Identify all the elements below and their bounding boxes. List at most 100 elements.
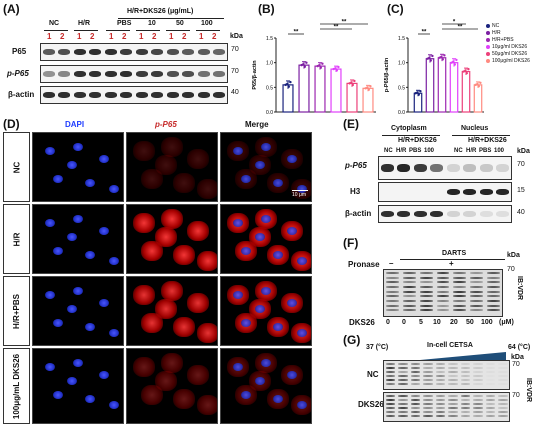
smear-band — [386, 300, 399, 302]
panel-a-group-pbs: PBS — [117, 20, 131, 27]
smear-band — [398, 407, 408, 409]
cell-nucleus — [85, 179, 95, 187]
blot-band — [397, 211, 410, 217]
blot-band — [213, 92, 225, 98]
smear-band — [436, 395, 446, 397]
cell-cytoplasm — [133, 213, 155, 233]
cell-nucleus — [53, 391, 63, 399]
panel-d-scalebar: 10 μm — [292, 190, 308, 198]
smear-band — [473, 407, 483, 409]
smear-band — [498, 407, 508, 409]
data-point — [369, 85, 371, 87]
cell-nucleus — [233, 363, 243, 371]
smear-band — [436, 411, 446, 413]
smear-band — [420, 286, 433, 288]
cell-nucleus — [99, 299, 109, 307]
panel-d-row-hr: H/R — [3, 204, 30, 274]
smear-band — [398, 363, 408, 365]
smear-band — [411, 411, 421, 413]
smear-band — [420, 272, 433, 274]
data-point — [476, 83, 478, 85]
cell-nucleus — [297, 401, 307, 409]
micrograph-tile — [220, 276, 312, 346]
smear-band — [498, 399, 508, 401]
blot-band — [136, 49, 148, 55]
blot-band — [105, 71, 117, 77]
smear-band — [437, 300, 450, 302]
panel-g-blot-nc — [383, 360, 510, 390]
cell-cytoplasm — [161, 353, 183, 373]
blot-band — [74, 92, 86, 98]
smear-band — [386, 291, 399, 293]
panel-f-pronase-label: Pronase — [348, 260, 380, 269]
legend-item-10: 10μg/ml DKS26 — [486, 43, 550, 50]
y-tick-label: 0.0 — [398, 110, 405, 116]
blot-band — [430, 164, 443, 172]
data-point — [443, 54, 445, 56]
cell-nucleus — [45, 291, 55, 299]
smear-band — [386, 286, 399, 288]
blot-band — [136, 92, 148, 98]
panel-g-ib: IB:VDR — [525, 378, 532, 402]
bar — [426, 59, 433, 112]
panel-d-col-pp65: p-P65 — [155, 120, 177, 129]
bar — [438, 58, 445, 112]
panel-c-legend: NC H/R H/R+PBS 10μg/ml DKS26 50μg/ml DKS… — [486, 22, 550, 64]
smear-band — [486, 363, 496, 365]
blot-band — [167, 92, 179, 98]
panel-g-temp-high: 64 (°C) — [508, 344, 530, 351]
blot-band — [496, 211, 509, 217]
blot-band — [463, 164, 476, 172]
data-point — [350, 81, 352, 83]
smear-band — [453, 300, 466, 302]
smear-band — [498, 403, 508, 405]
cell-nucleus — [67, 305, 77, 313]
blot-band — [74, 49, 86, 55]
data-point — [305, 62, 307, 64]
smear-band — [461, 367, 471, 369]
smear-band — [498, 375, 508, 377]
smear-band — [486, 411, 496, 413]
panel-a-kda-unit: kDa — [230, 33, 243, 40]
smear-band — [448, 411, 458, 413]
data-point — [442, 58, 444, 60]
smear-band — [386, 403, 396, 405]
panel-d-row-dks26: 100μg/mL DKS26 — [3, 348, 30, 424]
smear-band — [473, 379, 483, 381]
micrograph-tile — [32, 204, 124, 274]
smear-band — [453, 281, 466, 283]
smear-band — [398, 411, 408, 413]
panel-g-temp-low: 37 (°C) — [366, 344, 388, 351]
blot-band — [182, 71, 194, 77]
smear-band — [470, 291, 483, 293]
smear-band — [487, 277, 500, 279]
smear-band — [487, 295, 500, 297]
cell-nucleus — [287, 371, 297, 379]
panel-b-chart: 0.00.51.01.5P65/β-actin****** — [250, 18, 380, 118]
smear-band — [403, 295, 416, 297]
panel-a-row-pp65: p-P65 — [7, 69, 29, 78]
cell-cytoplasm — [161, 209, 183, 229]
smear-band — [398, 403, 408, 405]
blot-band — [167, 49, 179, 55]
smear-band — [423, 363, 433, 365]
smear-band — [398, 383, 408, 385]
smear-band — [411, 379, 421, 381]
significance-stars: ** — [342, 20, 347, 26]
cell-nucleus — [273, 251, 283, 259]
y-axis-label: P65/β-actin — [252, 60, 258, 90]
cell-cytoplasm — [173, 317, 195, 337]
smear-band — [411, 415, 421, 417]
panel-f-kda-70: 70 — [507, 266, 515, 273]
panel-e-blot-pp65 — [378, 156, 512, 180]
smear-band — [487, 286, 500, 288]
cell-cytoplasm — [187, 365, 209, 385]
cell-nucleus — [261, 143, 271, 151]
panel-f-kda-unit: kDa — [507, 252, 520, 259]
panel-a-kda-pp65: 70 — [231, 68, 239, 75]
smear-band — [398, 367, 408, 369]
smear-band — [448, 395, 458, 397]
smear-band — [453, 286, 466, 288]
smear-band — [473, 383, 483, 385]
panel-e-row-pp65: p-P65 — [345, 161, 367, 170]
